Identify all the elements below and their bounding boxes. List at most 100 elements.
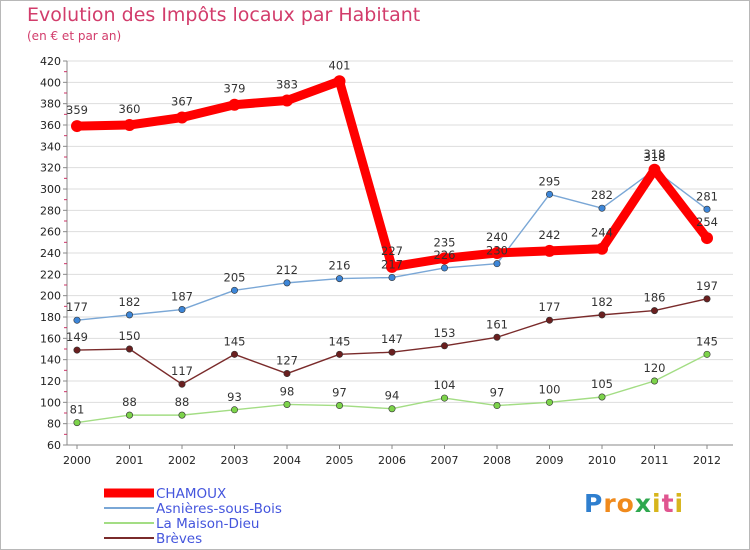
y-tick-label: 120: [40, 375, 61, 388]
data-point: [178, 380, 186, 388]
data-point: [491, 247, 503, 259]
data-label: 127: [276, 354, 298, 368]
data-label: 379: [224, 82, 246, 96]
data-label: 235: [434, 235, 456, 249]
data-label: 367: [171, 95, 193, 109]
x-tick-label: 2002: [168, 454, 196, 467]
x-tick-label: 2006: [378, 454, 406, 467]
y-tick-label: 380: [40, 98, 61, 111]
data-label: 98: [280, 384, 295, 398]
legend-label: Asnières-sous-Bois: [156, 501, 282, 517]
data-point: [388, 405, 396, 413]
y-tick-label: 180: [40, 311, 61, 324]
data-point: [543, 244, 556, 257]
data-point: [648, 163, 661, 176]
data-point: [440, 394, 448, 402]
data-point: [71, 120, 83, 133]
data-label: 240: [486, 230, 508, 244]
data-point: [388, 274, 396, 282]
data-label: 149: [66, 330, 88, 344]
y-tick-label: 400: [40, 76, 61, 89]
data-point: [126, 311, 134, 319]
data-label: 205: [224, 270, 246, 284]
data-point: [493, 260, 501, 268]
y-tick-label: 60: [47, 439, 61, 452]
data-label: 182: [119, 295, 141, 309]
data-label: 187: [171, 290, 193, 304]
x-tick-label: 2009: [536, 454, 564, 467]
data-label: 244: [591, 226, 613, 240]
data-label: 254: [696, 215, 718, 229]
y-tick-label: 260: [40, 226, 61, 239]
data-label: 186: [644, 291, 666, 305]
data-label: 81: [70, 403, 85, 417]
y-tick-label: 220: [40, 268, 61, 281]
data-point: [493, 333, 501, 341]
data-label: 94: [385, 389, 400, 403]
series-lines: [71, 75, 713, 427]
data-label: 97: [332, 386, 347, 400]
data-label: 88: [122, 395, 137, 409]
y-tick-label: 200: [40, 290, 61, 303]
data-label: 147: [381, 332, 403, 346]
x-tick-label: 2011: [641, 454, 669, 467]
y-tick-label: 240: [40, 247, 61, 260]
data-label: 281: [696, 189, 718, 203]
data-point: [123, 119, 136, 131]
data-label: 145: [696, 334, 718, 348]
y-tick-label: 140: [40, 354, 61, 367]
x-tick-label: 2000: [63, 454, 91, 467]
data-label: 227: [381, 244, 403, 258]
data-point: [545, 316, 553, 324]
proxiti-logo: Proxiti: [584, 489, 684, 518]
x-tick-label: 2010: [588, 454, 616, 467]
data-point: [701, 232, 713, 245]
data-point: [596, 242, 608, 255]
data-label: 295: [539, 174, 561, 188]
x-axis-ticks: 2000 2001 2002 2003 2004 2005 2006 2007 2008 2009…: [63, 445, 721, 467]
data-point: [333, 75, 346, 88]
legend-label: CHAMOUX: [156, 486, 226, 502]
data-label: 88: [175, 395, 190, 409]
data-label: 282: [591, 188, 613, 202]
data-point: [178, 411, 186, 419]
data-point: [73, 346, 81, 354]
data-label: 360: [119, 102, 141, 116]
logo-letter: x: [634, 489, 652, 518]
data-label: 318: [644, 147, 666, 161]
data-point: [178, 306, 186, 314]
data-point: [388, 348, 396, 356]
data-point: [703, 295, 711, 303]
y-axis-ticks: 60 80 100 120 140 160 180 200 220 240 260 280 300 320…: [40, 55, 67, 452]
data-point: [231, 350, 239, 358]
data-label: 216: [329, 259, 351, 273]
data-point: [283, 370, 291, 378]
data-labels: 359 360 367 379 383 401 227 235 240 242 244 318 254 1…: [66, 58, 718, 416]
data-point: [73, 419, 81, 427]
data-label: 226: [434, 248, 456, 262]
data-label: 318: [644, 150, 666, 164]
data-label: 401: [329, 58, 351, 72]
data-label: 177: [66, 300, 88, 314]
data-point: [228, 98, 241, 111]
y-tick-label: 280: [40, 204, 61, 217]
data-label: 197: [696, 279, 718, 293]
logo-letter: P: [584, 489, 604, 518]
data-point: [231, 286, 239, 294]
data-point: [703, 350, 711, 358]
data-label: 217: [381, 258, 403, 272]
data-point: [283, 400, 291, 408]
x-tick-label: 2012: [693, 454, 721, 467]
logo-letter: i: [674, 489, 685, 518]
data-label: 230: [486, 244, 508, 258]
x-tick-label: 2003: [221, 454, 249, 467]
data-point: [335, 350, 343, 358]
data-label: 161: [486, 317, 508, 331]
data-label: 242: [539, 228, 561, 242]
data-label: 104: [434, 378, 456, 392]
data-point: [126, 345, 134, 353]
data-label: 145: [224, 334, 246, 348]
logo-letter: o: [616, 489, 635, 518]
data-label: 93: [227, 390, 242, 404]
